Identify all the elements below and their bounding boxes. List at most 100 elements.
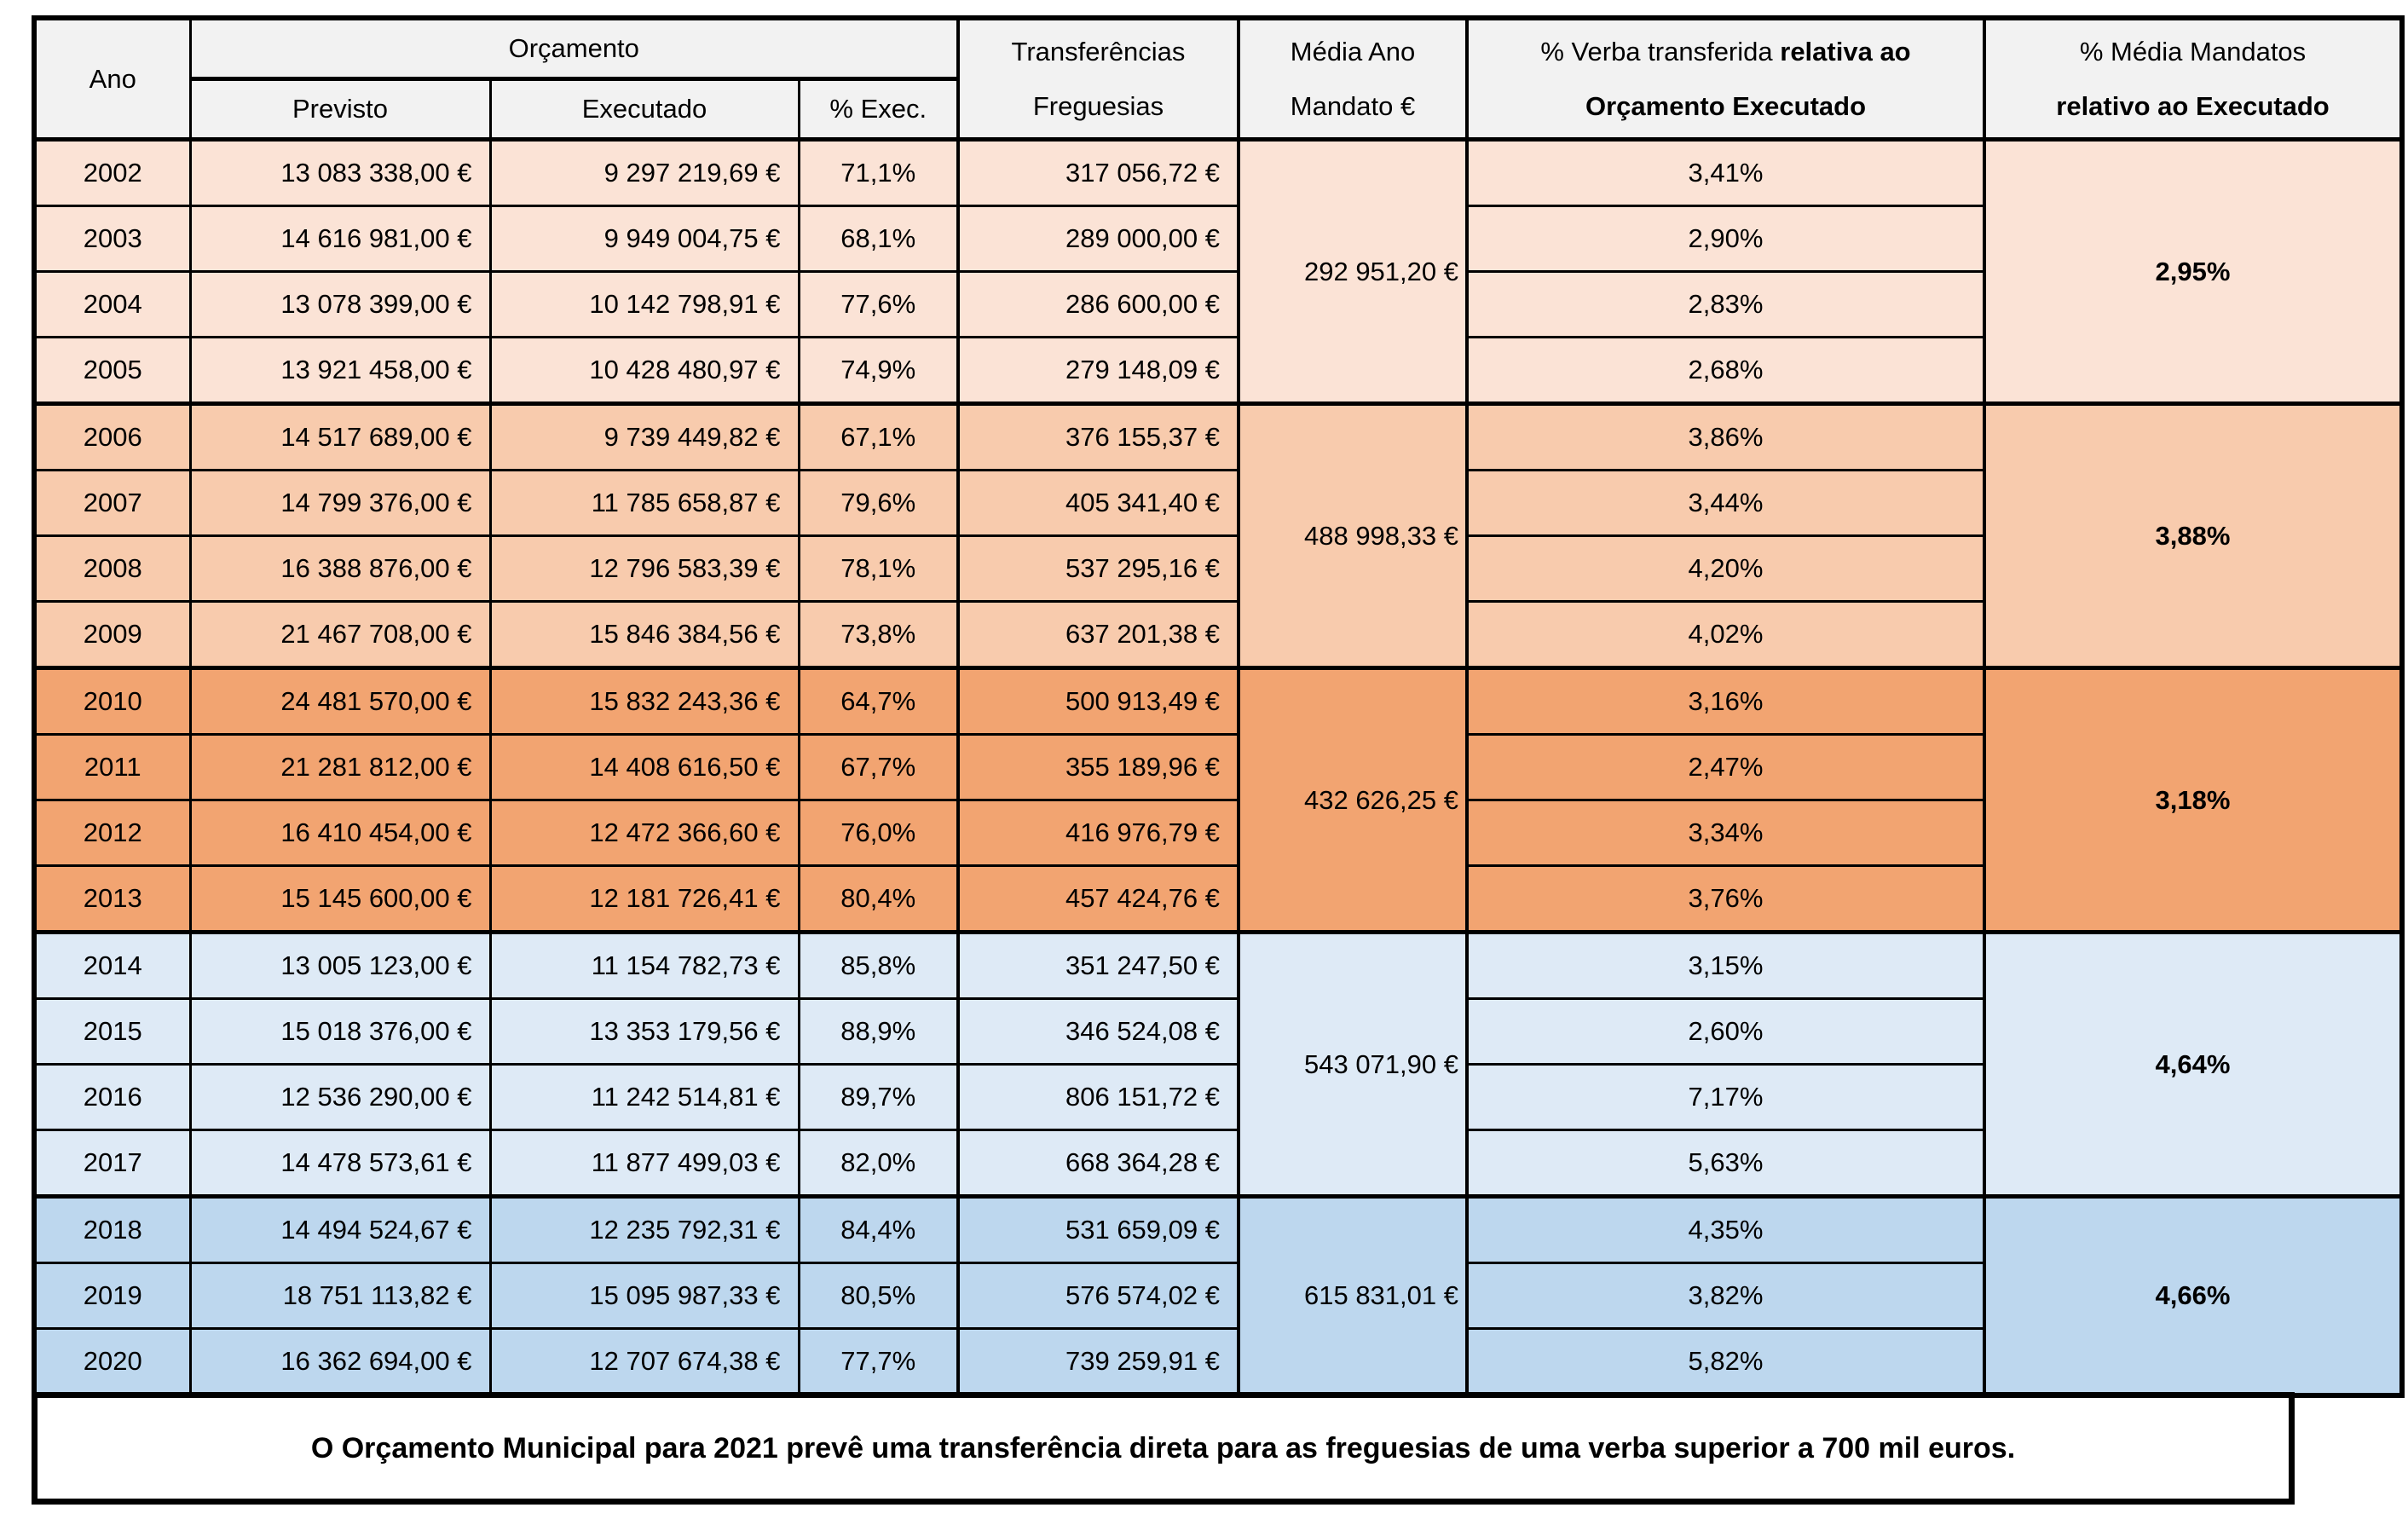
executado-cell: 11 242 514,81 € (488, 1063, 800, 1131)
verba-pct-cell: 2,47% (1465, 733, 1986, 801)
table-row-2014: 2014 13 005 123,00 € 11 154 782,73 € 85,… (32, 930, 2404, 1198)
executado-cell: 10 428 480,97 € (488, 336, 800, 405)
col-header-mandatos-line1: % Média Mandatos (2079, 36, 2307, 66)
verba-pct-cell: 3,82% (1465, 1262, 1986, 1330)
col-header-media-ano-line1: Média Ano (1290, 36, 1416, 66)
executado-cell: 9 739 449,82 € (488, 401, 800, 471)
col-header-media-ano-line2: Mandato € (1290, 90, 1416, 121)
transferencias-cell: 416 976,79 € (956, 799, 1240, 867)
pct-exec-cell: 67,1% (797, 401, 960, 471)
pct-exec-cell: 76,0% (797, 799, 960, 867)
year-cell: 2020 (32, 1327, 192, 1397)
executado-cell: 9 297 219,69 € (488, 137, 800, 207)
executado-cell: 12 472 366,60 € (488, 799, 800, 867)
verba-pct-cell: 2,60% (1465, 997, 1986, 1066)
media-mandato-pct-cell: 3,88% (1983, 401, 2404, 669)
verba-pct-cell: 5,63% (1465, 1129, 1986, 1198)
col-header-mandatos-line2: relativo ao Executado (2056, 90, 2330, 121)
year-cell: 2014 (32, 930, 192, 1000)
executado-cell: 15 095 987,33 € (488, 1262, 800, 1330)
pct-exec-cell: 78,1% (797, 534, 960, 603)
media-mandato-pct-cell: 2,95% (1983, 137, 2404, 405)
pct-exec-cell: 71,1% (797, 137, 960, 207)
table-row-2006: 2006 14 517 689,00 € 9 739 449,82 € 67,1… (32, 401, 2404, 669)
transferencias-cell: 500 913,49 € (956, 666, 1240, 736)
transferencias-cell: 637 201,38 € (956, 600, 1240, 669)
executado-cell: 10 142 798,91 € (488, 270, 800, 338)
media-mandato-pct-cell: 3,18% (1983, 666, 2404, 933)
year-cell: 2005 (32, 336, 192, 405)
table-row-2010: 2010 24 481 570,00 € 15 832 243,36 € 64,… (32, 666, 2404, 933)
pct-exec-cell: 82,0% (797, 1129, 960, 1198)
media-ano-mandato-cell: 615 831,01 € (1237, 1194, 1469, 1397)
year-cell: 2017 (32, 1129, 192, 1198)
table-row-2015: 2015 15 018 376,00 € 13 353 179,56 € 88,… (32, 997, 2402, 1066)
table-row-2018: 2018 14 494 524,67 € 12 235 792,31 € 84,… (32, 1194, 2404, 1397)
previsto-cell: 24 481 570,00 € (188, 666, 492, 736)
pct-exec-cell: 77,6% (797, 270, 960, 338)
year-cell: 2008 (32, 534, 192, 603)
previsto-cell: 15 018 376,00 € (188, 997, 492, 1066)
year-cell: 2002 (32, 137, 192, 207)
previsto-cell: 13 078 399,00 € (188, 270, 492, 338)
executado-cell: 11 785 658,87 € (488, 469, 800, 537)
transferencias-cell: 351 247,50 € (956, 930, 1240, 1000)
transferencias-cell: 355 189,96 € (956, 733, 1240, 801)
previsto-cell: 13 083 338,00 € (188, 137, 492, 207)
verba-normal-text: % Verba transferida (1540, 36, 1773, 66)
transferencias-cell: 405 341,40 € (956, 469, 1240, 537)
previsto-cell: 16 388 876,00 € (188, 534, 492, 603)
media-mandato-pct-cell: 4,66% (1983, 1194, 2404, 1397)
verba-pct-cell: 4,20% (1465, 534, 1986, 603)
previsto-cell: 14 494 524,67 € (188, 1194, 492, 1264)
col-header-verba-line2: Orçamento Executado (1585, 90, 1867, 121)
year-cell: 2009 (32, 600, 192, 669)
col-header-orcamento: Orçamento (188, 16, 960, 81)
previsto-cell: 14 799 376,00 € (188, 469, 492, 537)
media-ano-mandato-cell: 432 626,25 € (1237, 666, 1469, 933)
pct-exec-cell: 74,9% (797, 336, 960, 405)
pct-exec-cell: 88,9% (797, 997, 960, 1066)
media-ano-mandato-cell: 488 998,33 € (1237, 401, 1469, 669)
verba-pct-cell: 2,68% (1465, 336, 1986, 405)
transferencias-cell: 457 424,76 € (956, 864, 1240, 933)
executado-cell: 15 846 384,56 € (488, 600, 800, 669)
col-header-pct-exec: % Exec. (797, 78, 960, 142)
col-header-ano: Ano (32, 16, 192, 142)
year-cell: 2003 (32, 205, 192, 273)
year-cell: 2004 (32, 270, 192, 338)
executado-cell: 12 235 792,31 € (488, 1194, 800, 1264)
transferencias-cell: 346 524,08 € (956, 997, 1240, 1066)
budget-table-container: Ano Orçamento Transferências Freguesias … (32, 15, 2405, 1398)
executado-cell: 12 181 726,41 € (488, 864, 800, 933)
transferencias-cell: 806 151,72 € (956, 1063, 1240, 1131)
table-row-2002: 2002 13 083 338,00 € 9 297 219,69 € 71,1… (32, 137, 2404, 405)
executado-cell: 15 832 243,36 € (488, 666, 800, 736)
verba-pct-cell: 3,86% (1465, 401, 1986, 471)
header-row-2: Previsto Executado % Exec. (34, 78, 2402, 142)
pct-exec-cell: 80,4% (797, 864, 960, 933)
pct-exec-cell: 79,6% (797, 469, 960, 537)
verba-pct-cell: 3,34% (1465, 799, 1986, 867)
transferencias-cell: 576 574,02 € (956, 1262, 1240, 1330)
transferencias-cell: 286 600,00 € (956, 270, 1240, 338)
executado-cell: 11 877 499,03 € (488, 1129, 800, 1198)
year-cell: 2018 (32, 1194, 192, 1264)
pct-exec-cell: 64,7% (797, 666, 960, 736)
pct-exec-cell: 73,8% (797, 600, 960, 669)
transferencias-cell: 289 000,00 € (956, 205, 1240, 273)
verba-pct-cell: 3,76% (1465, 864, 1986, 933)
transferencias-cell: 668 364,28 € (956, 1129, 1240, 1198)
previsto-cell: 21 281 812,00 € (188, 733, 492, 801)
previsto-cell: 16 410 454,00 € (188, 799, 492, 867)
pct-exec-cell: 89,7% (797, 1063, 960, 1131)
previsto-cell: 15 145 600,00 € (188, 864, 492, 933)
pct-exec-cell: 85,8% (797, 930, 960, 1000)
col-header-transferencias: Transferências Freguesias (956, 16, 1240, 142)
previsto-cell: 14 616 981,00 € (188, 205, 492, 273)
col-header-executado: Executado (488, 78, 800, 142)
executado-cell: 12 707 674,38 € (488, 1327, 800, 1397)
verba-pct-cell: 4,02% (1465, 600, 1986, 669)
media-ano-mandato-cell: 543 071,90 € (1237, 930, 1469, 1198)
previsto-cell: 13 921 458,00 € (188, 336, 492, 405)
